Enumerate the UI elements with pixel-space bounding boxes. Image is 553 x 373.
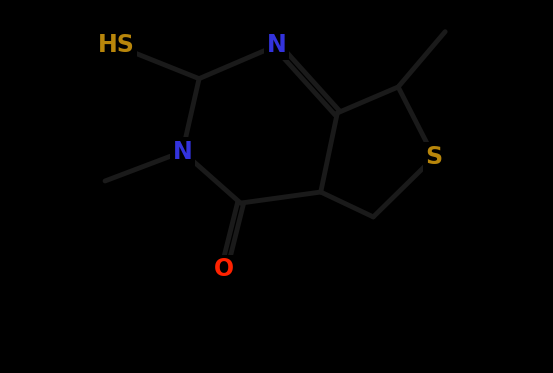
Text: HS: HS — [98, 34, 134, 57]
Text: N: N — [267, 34, 286, 57]
Text: O: O — [214, 257, 234, 282]
Text: S: S — [426, 145, 442, 169]
Text: N: N — [173, 140, 192, 164]
